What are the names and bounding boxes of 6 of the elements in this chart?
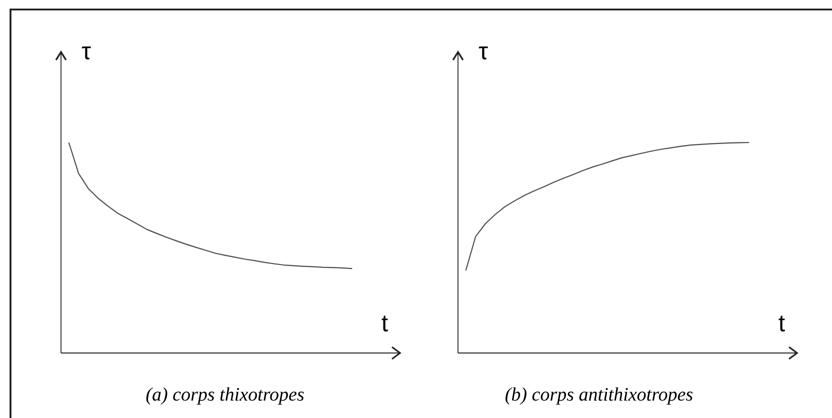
x-axis-title: t [778, 316, 785, 332]
x-axis-title: t [382, 316, 388, 332]
text: (b) corps antithixotropes [506, 387, 693, 405]
text: (a) corps thixotropes [146, 387, 304, 405]
y-axis-title: τ [82, 46, 91, 60]
y-axis-title: τ [478, 46, 488, 60]
